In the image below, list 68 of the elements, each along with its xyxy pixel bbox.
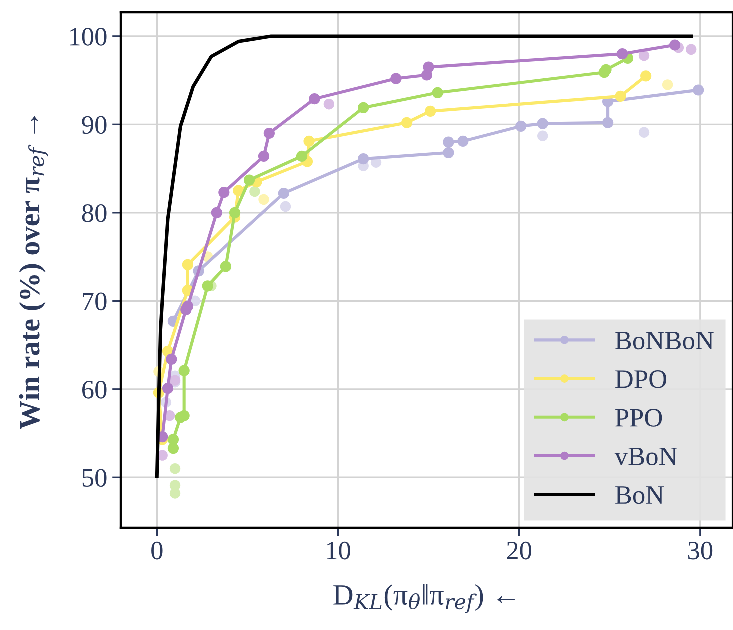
point: [670, 40, 681, 51]
y-tick-label: 70: [83, 292, 107, 311]
point: [280, 201, 292, 212]
point: [615, 90, 626, 102]
point: [170, 463, 181, 474]
point: [220, 261, 232, 272]
point: [686, 44, 697, 56]
point: [211, 207, 222, 218]
legend-label: DPO: [616, 370, 667, 388]
point: [443, 136, 454, 148]
point: [250, 186, 260, 198]
y-tick-label: 50: [82, 469, 107, 488]
x-axis-title: D$_{KL}$(π$_{θ}$‖π$_{ref}$) ←: [334, 584, 515, 614]
point: [168, 434, 180, 446]
y-tick-label: 90: [82, 116, 107, 134]
point: [600, 64, 612, 76]
point: [182, 300, 194, 312]
point: [423, 62, 434, 73]
point: [233, 185, 244, 196]
y-axis-title: Win rate (%) over π$_{ref}$ →: [19, 116, 48, 430]
point: [218, 187, 230, 198]
point: [264, 128, 275, 140]
point: [640, 70, 652, 82]
point: [516, 120, 527, 132]
point: [178, 365, 190, 376]
point: [258, 194, 270, 206]
point: [425, 106, 436, 117]
point: [296, 150, 308, 162]
point: [638, 50, 650, 62]
y-tick-label: 100: [70, 28, 107, 46]
point: [443, 147, 454, 158]
point: [538, 130, 548, 142]
point: [402, 117, 413, 128]
point: [166, 354, 178, 365]
point: [638, 127, 650, 138]
point: [178, 410, 190, 422]
point: [390, 73, 402, 84]
point: [602, 117, 614, 128]
point: [662, 80, 674, 90]
point: [693, 84, 704, 96]
x-tick-label: 20: [507, 542, 532, 560]
point: [162, 382, 174, 394]
y-tick-label: 80: [82, 204, 107, 222]
x-tick-label: 30: [688, 542, 713, 560]
y-tick-label: 60: [82, 381, 107, 399]
point: [432, 87, 444, 98]
legend-label: vBoN: [614, 448, 678, 466]
point: [616, 48, 628, 60]
point: [309, 94, 320, 105]
legend-label: PPO: [616, 409, 662, 427]
x-tick-label: 0: [152, 542, 163, 560]
point: [278, 188, 290, 200]
point: [458, 136, 469, 147]
point: [244, 174, 256, 186]
x-tick-label: 10: [327, 542, 350, 560]
point: [537, 118, 548, 130]
legend-label: BoN: [616, 486, 664, 504]
point: [168, 442, 180, 454]
point: [358, 102, 370, 114]
point: [258, 150, 270, 162]
legend-label: BoNBoN: [616, 332, 714, 350]
point: [304, 136, 315, 147]
point: [229, 207, 241, 218]
point: [182, 259, 194, 271]
point: [202, 280, 214, 292]
point: [358, 154, 370, 165]
point: [170, 488, 181, 499]
point: [324, 99, 335, 110]
